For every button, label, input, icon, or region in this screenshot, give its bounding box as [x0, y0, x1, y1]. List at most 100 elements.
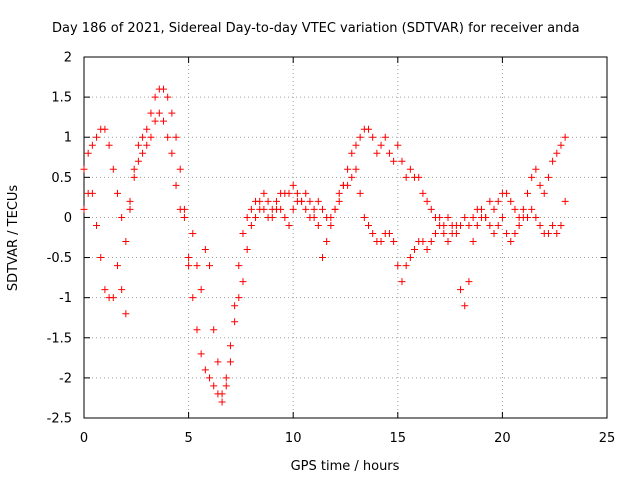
data-point [252, 213, 260, 221]
data-point [260, 205, 268, 213]
data-point [268, 213, 276, 221]
data-point [80, 165, 88, 173]
data-point [436, 221, 444, 229]
data-point [373, 149, 381, 157]
data-point [482, 213, 490, 221]
data-point [218, 398, 226, 406]
data-marks [80, 85, 569, 406]
data-point [524, 213, 532, 221]
data-point [394, 262, 402, 270]
data-point [365, 221, 373, 229]
data-point [172, 181, 180, 189]
data-point [310, 213, 318, 221]
data-point [327, 221, 335, 229]
x-tick-label: 15 [390, 431, 407, 446]
data-point [97, 254, 105, 262]
data-point [323, 238, 331, 246]
data-point [134, 157, 142, 165]
data-point [235, 294, 243, 302]
data-point [440, 229, 448, 237]
data-point [318, 205, 326, 213]
data-point [164, 133, 172, 141]
data-point [344, 181, 352, 189]
data-point [168, 109, 176, 117]
chart-title: Day 186 of 2021, Sidereal Day-to-day VTE… [52, 21, 580, 36]
data-point [201, 246, 209, 254]
data-point [352, 165, 360, 173]
data-point [159, 85, 167, 93]
data-point [402, 173, 410, 181]
data-point [398, 278, 406, 286]
data-point [318, 254, 326, 262]
data-point [344, 165, 352, 173]
data-point [302, 189, 310, 197]
data-point [503, 189, 511, 197]
data-point [444, 238, 452, 246]
y-tick-label: 0 [64, 211, 72, 226]
data-point [80, 205, 88, 213]
data-point [511, 205, 519, 213]
data-point [377, 238, 385, 246]
data-point [101, 286, 109, 294]
data-point [302, 205, 310, 213]
data-point [327, 213, 335, 221]
data-point [185, 262, 193, 270]
x-tick-label: 10 [285, 431, 302, 446]
data-point [147, 133, 155, 141]
x-axis-label: GPS time / hours [291, 459, 400, 474]
data-point [369, 229, 377, 237]
y-tick-label: -1.5 [47, 331, 72, 346]
data-point [306, 197, 314, 205]
data-point [155, 109, 163, 117]
y-axis-label: SDTVAR / TECUs [6, 185, 21, 292]
data-point [176, 205, 184, 213]
data-point [457, 286, 465, 294]
data-point [415, 173, 423, 181]
data-point [402, 262, 410, 270]
data-point [285, 189, 293, 197]
y-tick-label: 1.5 [51, 91, 72, 106]
data-point [130, 165, 138, 173]
data-point [180, 213, 188, 221]
data-point [553, 229, 561, 237]
data-point [498, 213, 506, 221]
x-tick-label: 20 [494, 431, 511, 446]
data-point [377, 141, 385, 149]
data-point [348, 149, 356, 157]
data-point [139, 149, 147, 157]
data-point [544, 173, 552, 181]
data-point [528, 173, 536, 181]
data-point [452, 221, 460, 229]
data-point [561, 133, 569, 141]
data-point [84, 149, 92, 157]
data-point [126, 197, 134, 205]
data-point [381, 133, 389, 141]
data-point [394, 141, 402, 149]
data-point [427, 205, 435, 213]
data-point [222, 382, 230, 390]
data-point [557, 141, 565, 149]
data-point [561, 197, 569, 205]
data-point [536, 221, 544, 229]
data-point [356, 133, 364, 141]
data-point [461, 302, 469, 310]
data-point [151, 117, 159, 125]
data-point [557, 221, 565, 229]
data-point [519, 205, 527, 213]
y-tick-label: -1 [59, 291, 72, 306]
data-point [210, 326, 218, 334]
data-point [210, 382, 218, 390]
data-point [335, 197, 343, 205]
y-tick-label: 2 [64, 51, 72, 66]
data-point [206, 374, 214, 382]
data-point [486, 221, 494, 229]
data-point [448, 229, 456, 237]
data-point [528, 205, 536, 213]
data-point [168, 149, 176, 157]
data-point [314, 197, 322, 205]
data-point [419, 189, 427, 197]
data-point [113, 189, 121, 197]
data-point [490, 229, 498, 237]
data-point [88, 141, 96, 149]
